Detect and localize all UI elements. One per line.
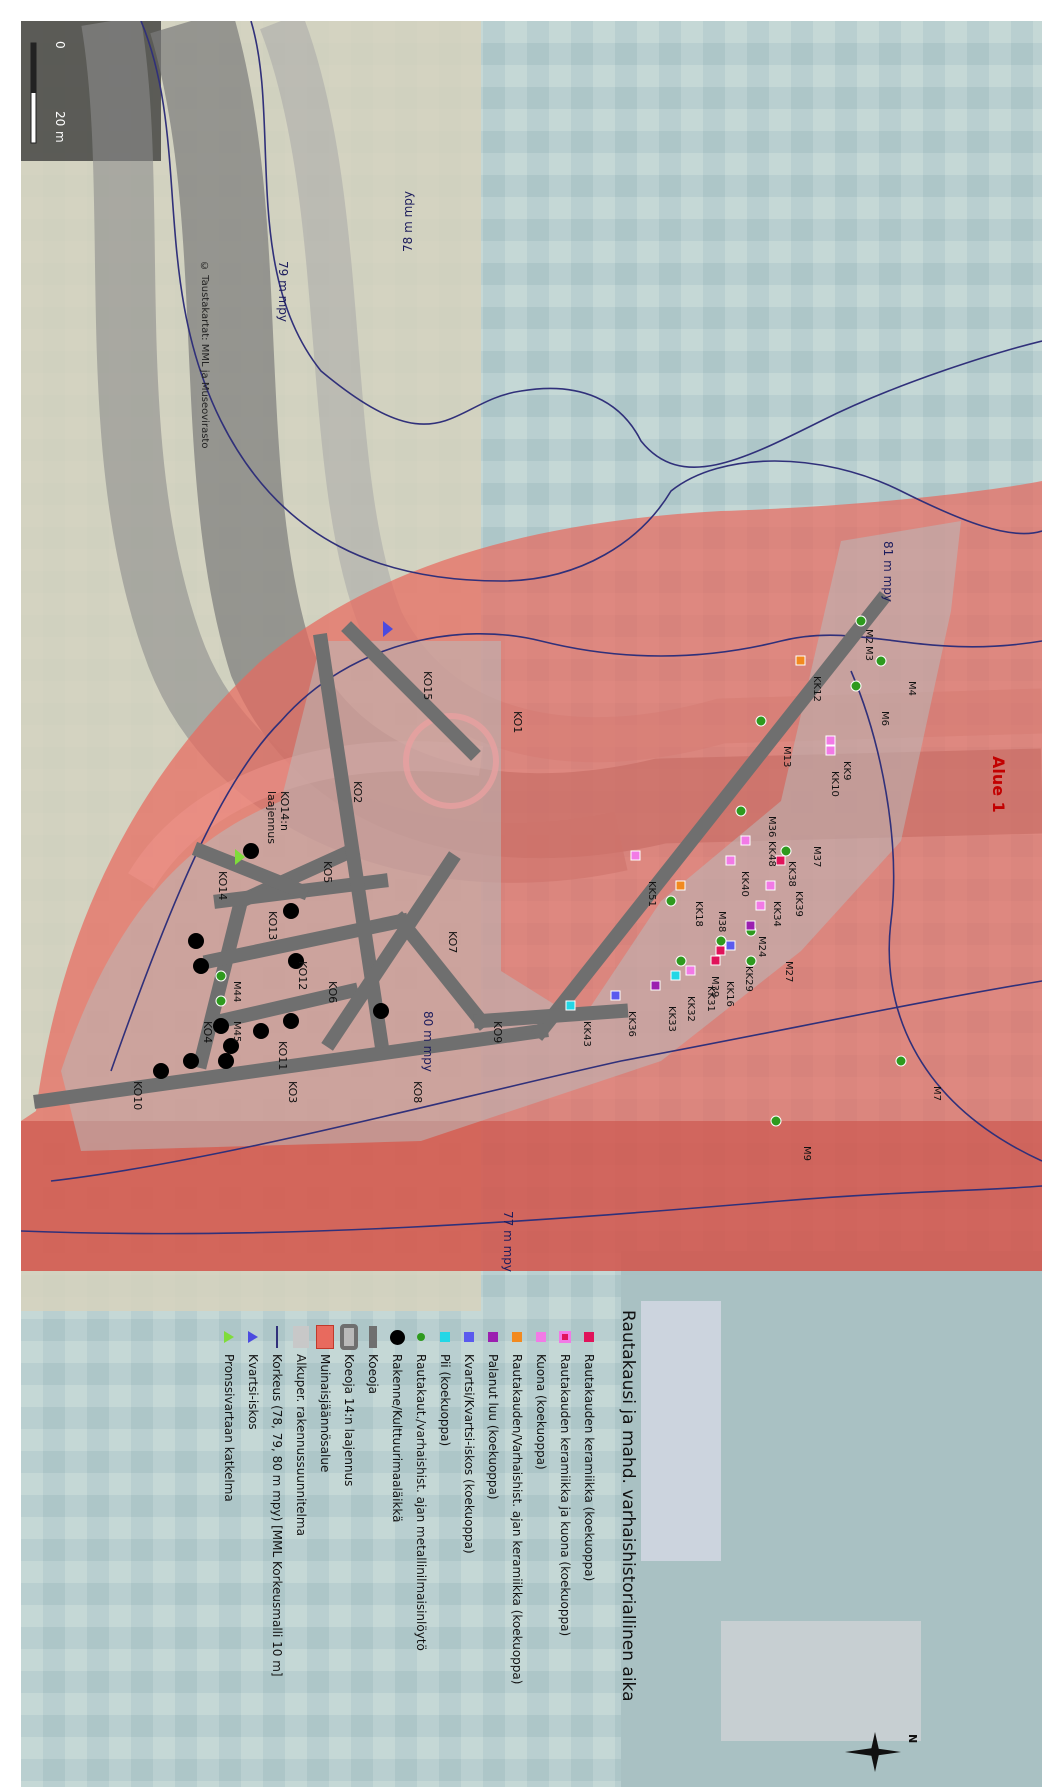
- ring-feature: [403, 713, 499, 809]
- metal-label-m37: M37: [811, 846, 822, 868]
- test-pit-label-kk32: KK32: [685, 996, 696, 1022]
- building-plan[interactable]: [61, 521, 961, 1151]
- metal-find-dots[interactable]: [215, 615, 907, 1127]
- metal-label-m38: M38: [716, 911, 727, 933]
- test-pit-label-kk9: KK9: [841, 761, 852, 781]
- metal-label-m4: M4: [906, 681, 917, 696]
- trench-label-ko6: KO6: [326, 981, 339, 1004]
- test-pit-label-kk12: KK12: [811, 676, 822, 702]
- test-pit-squares[interactable]: [565, 655, 836, 1011]
- metal-label-m9: M9: [801, 1146, 812, 1161]
- trench-label-ko7: KO7: [446, 931, 459, 954]
- contour-label-78: 78 m mpy: [401, 191, 415, 252]
- test-pit-label-kk18: KK18: [693, 901, 704, 927]
- contour-label-79: 79 m mpy: [276, 261, 290, 322]
- trench-label-ko2: KO2: [351, 781, 364, 804]
- trench-label-ko12: KO12: [296, 961, 309, 991]
- trench-label-ko15: KO15: [421, 671, 434, 701]
- scale-value-label: 20: [53, 111, 67, 127]
- trenches[interactable]: [33, 591, 891, 1109]
- metal-label-m6: M6: [879, 711, 890, 726]
- trench-label-ko4: KO4: [201, 1021, 214, 1044]
- test-pit-label-kk36: KK36: [626, 1011, 637, 1037]
- contour-label-77: 77 m mpy: [501, 1211, 515, 1272]
- trench-label-ko13: KO13: [266, 911, 279, 941]
- trench-label-ko5: KO5: [321, 861, 334, 884]
- test-pit-label-kk34: KK34: [771, 901, 782, 927]
- metal-label-m27: M27: [783, 961, 794, 983]
- area-label: Alue 1: [989, 756, 1008, 813]
- test-pit-label-kk29: KK29: [743, 966, 754, 992]
- scale-zero-label: 0: [53, 41, 67, 49]
- metal-label-m24: M24: [756, 936, 767, 958]
- metal-label-m45: M45: [231, 1021, 242, 1043]
- trench-label-ko1: KO1: [511, 711, 524, 734]
- test-pit-label-kk51: KK51: [646, 881, 657, 907]
- test-pit-label-kk38: KK38: [786, 861, 797, 887]
- test-pit-label-kk40: KK40: [739, 871, 750, 897]
- scale-bar: [30, 42, 37, 144]
- trench-extension-label: KO14:n laajennus: [265, 791, 291, 845]
- bronze-fragment-marker[interactable]: [235, 849, 245, 865]
- quartz-flake-marker[interactable]: [383, 621, 393, 637]
- shore-patch: [721, 1621, 921, 1741]
- test-pit-label-kk31: KK31: [705, 986, 716, 1012]
- metal-label-m44: M44: [231, 981, 242, 1003]
- copyright-text: © Taustakartat: MML ja Museovirasto: [199, 261, 210, 449]
- contour-label-80: 80 m mpy: [421, 1011, 435, 1072]
- metal-label-m13: M13: [781, 746, 792, 768]
- site-map[interactable]: [21, 21, 1042, 1787]
- trench-label-ko10: KO10: [131, 1081, 144, 1111]
- trench-label-ko9: KO9: [491, 1021, 504, 1044]
- metal-label-m3: M3: [863, 646, 874, 661]
- structure-dots[interactable]: [153, 843, 389, 1079]
- trench-label-ko11: KO11: [276, 1041, 289, 1071]
- map-frame: 0 20 m © Taustakartat: MML ja Museoviras…: [21, 21, 1042, 1787]
- scale-unit-label: m: [53, 131, 67, 143]
- metal-label-m39: M39: [709, 976, 720, 998]
- metal-label-m2: M2: [863, 629, 874, 644]
- trench-label-ko3: KO3: [286, 1081, 299, 1104]
- test-pit-label-kk39: KK39: [793, 891, 804, 917]
- test-pit-label-kk43: KK43: [581, 1021, 592, 1047]
- contour-label-81: 81 m mpy: [881, 541, 895, 602]
- shoal-area: [641, 1301, 721, 1561]
- trench-label-ko14: KO14: [216, 871, 229, 901]
- test-pit-label-kk33: KK33: [666, 1006, 677, 1032]
- trench-label-ko8: KO8: [411, 1081, 424, 1104]
- test-pit-label-kk10: KK10: [829, 771, 840, 797]
- contour-lines: [21, 21, 1042, 1235]
- test-pit-label-kk16: KK16: [724, 981, 735, 1007]
- metal-label-m7: M7: [931, 1086, 942, 1101]
- test-pit-label-kk48: KK48: [766, 841, 777, 867]
- metal-label-m36: M36: [766, 816, 777, 838]
